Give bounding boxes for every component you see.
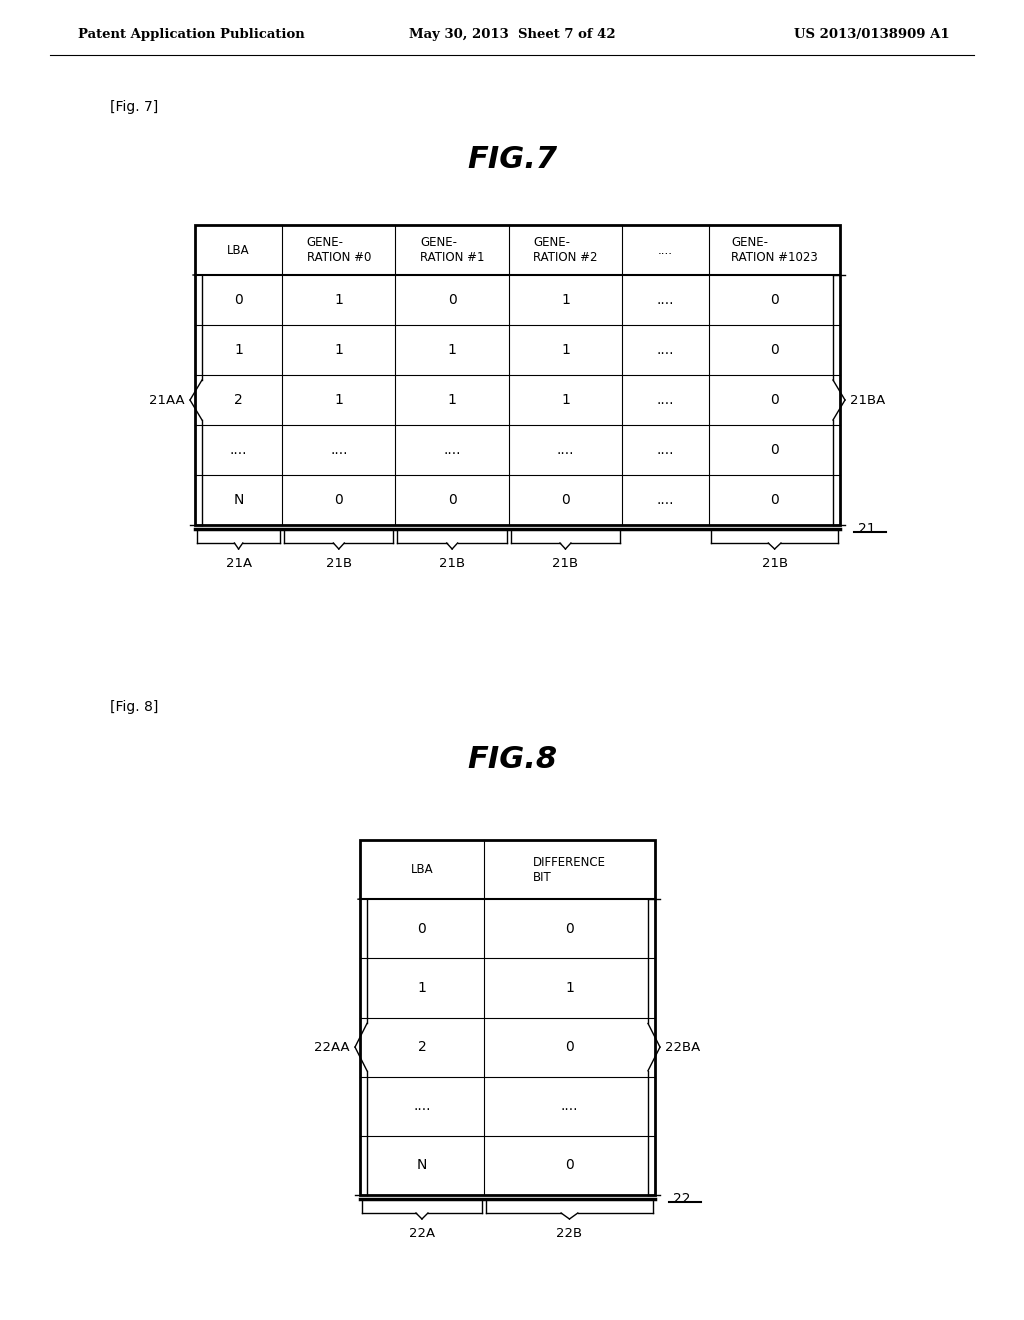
Text: ....: ....	[414, 1100, 431, 1113]
Text: 1: 1	[447, 393, 457, 407]
Text: 0: 0	[770, 393, 779, 407]
Text: May 30, 2013  Sheet 7 of 42: May 30, 2013 Sheet 7 of 42	[409, 28, 615, 41]
Text: 21AA: 21AA	[150, 393, 185, 407]
Text: N: N	[417, 1159, 427, 1172]
Text: ....: ....	[657, 343, 675, 356]
Text: 0: 0	[565, 1159, 573, 1172]
Text: 21A: 21A	[225, 557, 252, 570]
Text: GENE-
RATION #1: GENE- RATION #1	[420, 236, 484, 264]
Text: LBA: LBA	[227, 243, 250, 256]
Text: 21: 21	[858, 521, 876, 536]
Text: N: N	[233, 492, 244, 507]
Text: ....: ....	[229, 444, 248, 457]
Text: GENE-
RATION #0: GENE- RATION #0	[306, 236, 371, 264]
Text: ....: ....	[657, 492, 675, 507]
Text: FIG.7: FIG.7	[467, 145, 557, 174]
Text: ....: ....	[658, 243, 673, 256]
Text: 0: 0	[565, 921, 573, 936]
Text: ....: ....	[657, 393, 675, 407]
Text: GENE-
RATION #1023: GENE- RATION #1023	[731, 236, 818, 264]
Text: 0: 0	[418, 921, 426, 936]
Text: DIFFERENCE
BIT: DIFFERENCE BIT	[532, 855, 606, 883]
Text: 22BA: 22BA	[665, 1040, 700, 1053]
Text: 1: 1	[447, 343, 457, 356]
Text: 21B: 21B	[439, 557, 465, 570]
Text: 21B: 21B	[552, 557, 579, 570]
Text: 2: 2	[418, 1040, 426, 1055]
Text: 1: 1	[565, 981, 573, 995]
Text: 1: 1	[561, 393, 570, 407]
Text: 21B: 21B	[762, 557, 787, 570]
Text: ....: ....	[443, 444, 461, 457]
Text: 0: 0	[447, 492, 457, 507]
Text: 1: 1	[561, 343, 570, 356]
Text: FIG.8: FIG.8	[467, 744, 557, 774]
Text: 22A: 22A	[409, 1228, 435, 1239]
Text: 0: 0	[770, 293, 779, 308]
Text: 1: 1	[335, 393, 343, 407]
Text: 0: 0	[234, 293, 243, 308]
Text: ....: ....	[330, 444, 347, 457]
Text: ....: ....	[557, 444, 574, 457]
Text: 2: 2	[234, 393, 243, 407]
Text: 21B: 21B	[326, 557, 352, 570]
Text: ....: ....	[657, 293, 675, 308]
Text: 0: 0	[447, 293, 457, 308]
Text: 0: 0	[561, 492, 569, 507]
Text: 1: 1	[418, 981, 426, 995]
Text: 22: 22	[673, 1192, 690, 1206]
Text: 1: 1	[561, 293, 570, 308]
Text: 0: 0	[565, 1040, 573, 1055]
Text: GENE-
RATION #2: GENE- RATION #2	[534, 236, 598, 264]
Text: LBA: LBA	[411, 863, 433, 876]
Text: 0: 0	[770, 444, 779, 457]
Text: [Fig. 7]: [Fig. 7]	[110, 100, 159, 114]
Text: 0: 0	[335, 492, 343, 507]
Text: US 2013/0138909 A1: US 2013/0138909 A1	[795, 28, 950, 41]
Bar	[360, 840, 655, 1195]
Text: ....: ....	[657, 444, 675, 457]
Text: 22AA: 22AA	[314, 1040, 350, 1053]
Bar	[195, 224, 840, 525]
Text: 21BA: 21BA	[850, 393, 886, 407]
Text: 1: 1	[234, 343, 243, 356]
Text: Patent Application Publication: Patent Application Publication	[78, 28, 305, 41]
Text: 0: 0	[770, 343, 779, 356]
Text: 1: 1	[335, 343, 343, 356]
Text: 1: 1	[335, 293, 343, 308]
Text: 22B: 22B	[556, 1228, 583, 1239]
Text: [Fig. 8]: [Fig. 8]	[110, 700, 159, 714]
Text: 0: 0	[770, 492, 779, 507]
Text: ....: ....	[561, 1100, 579, 1113]
